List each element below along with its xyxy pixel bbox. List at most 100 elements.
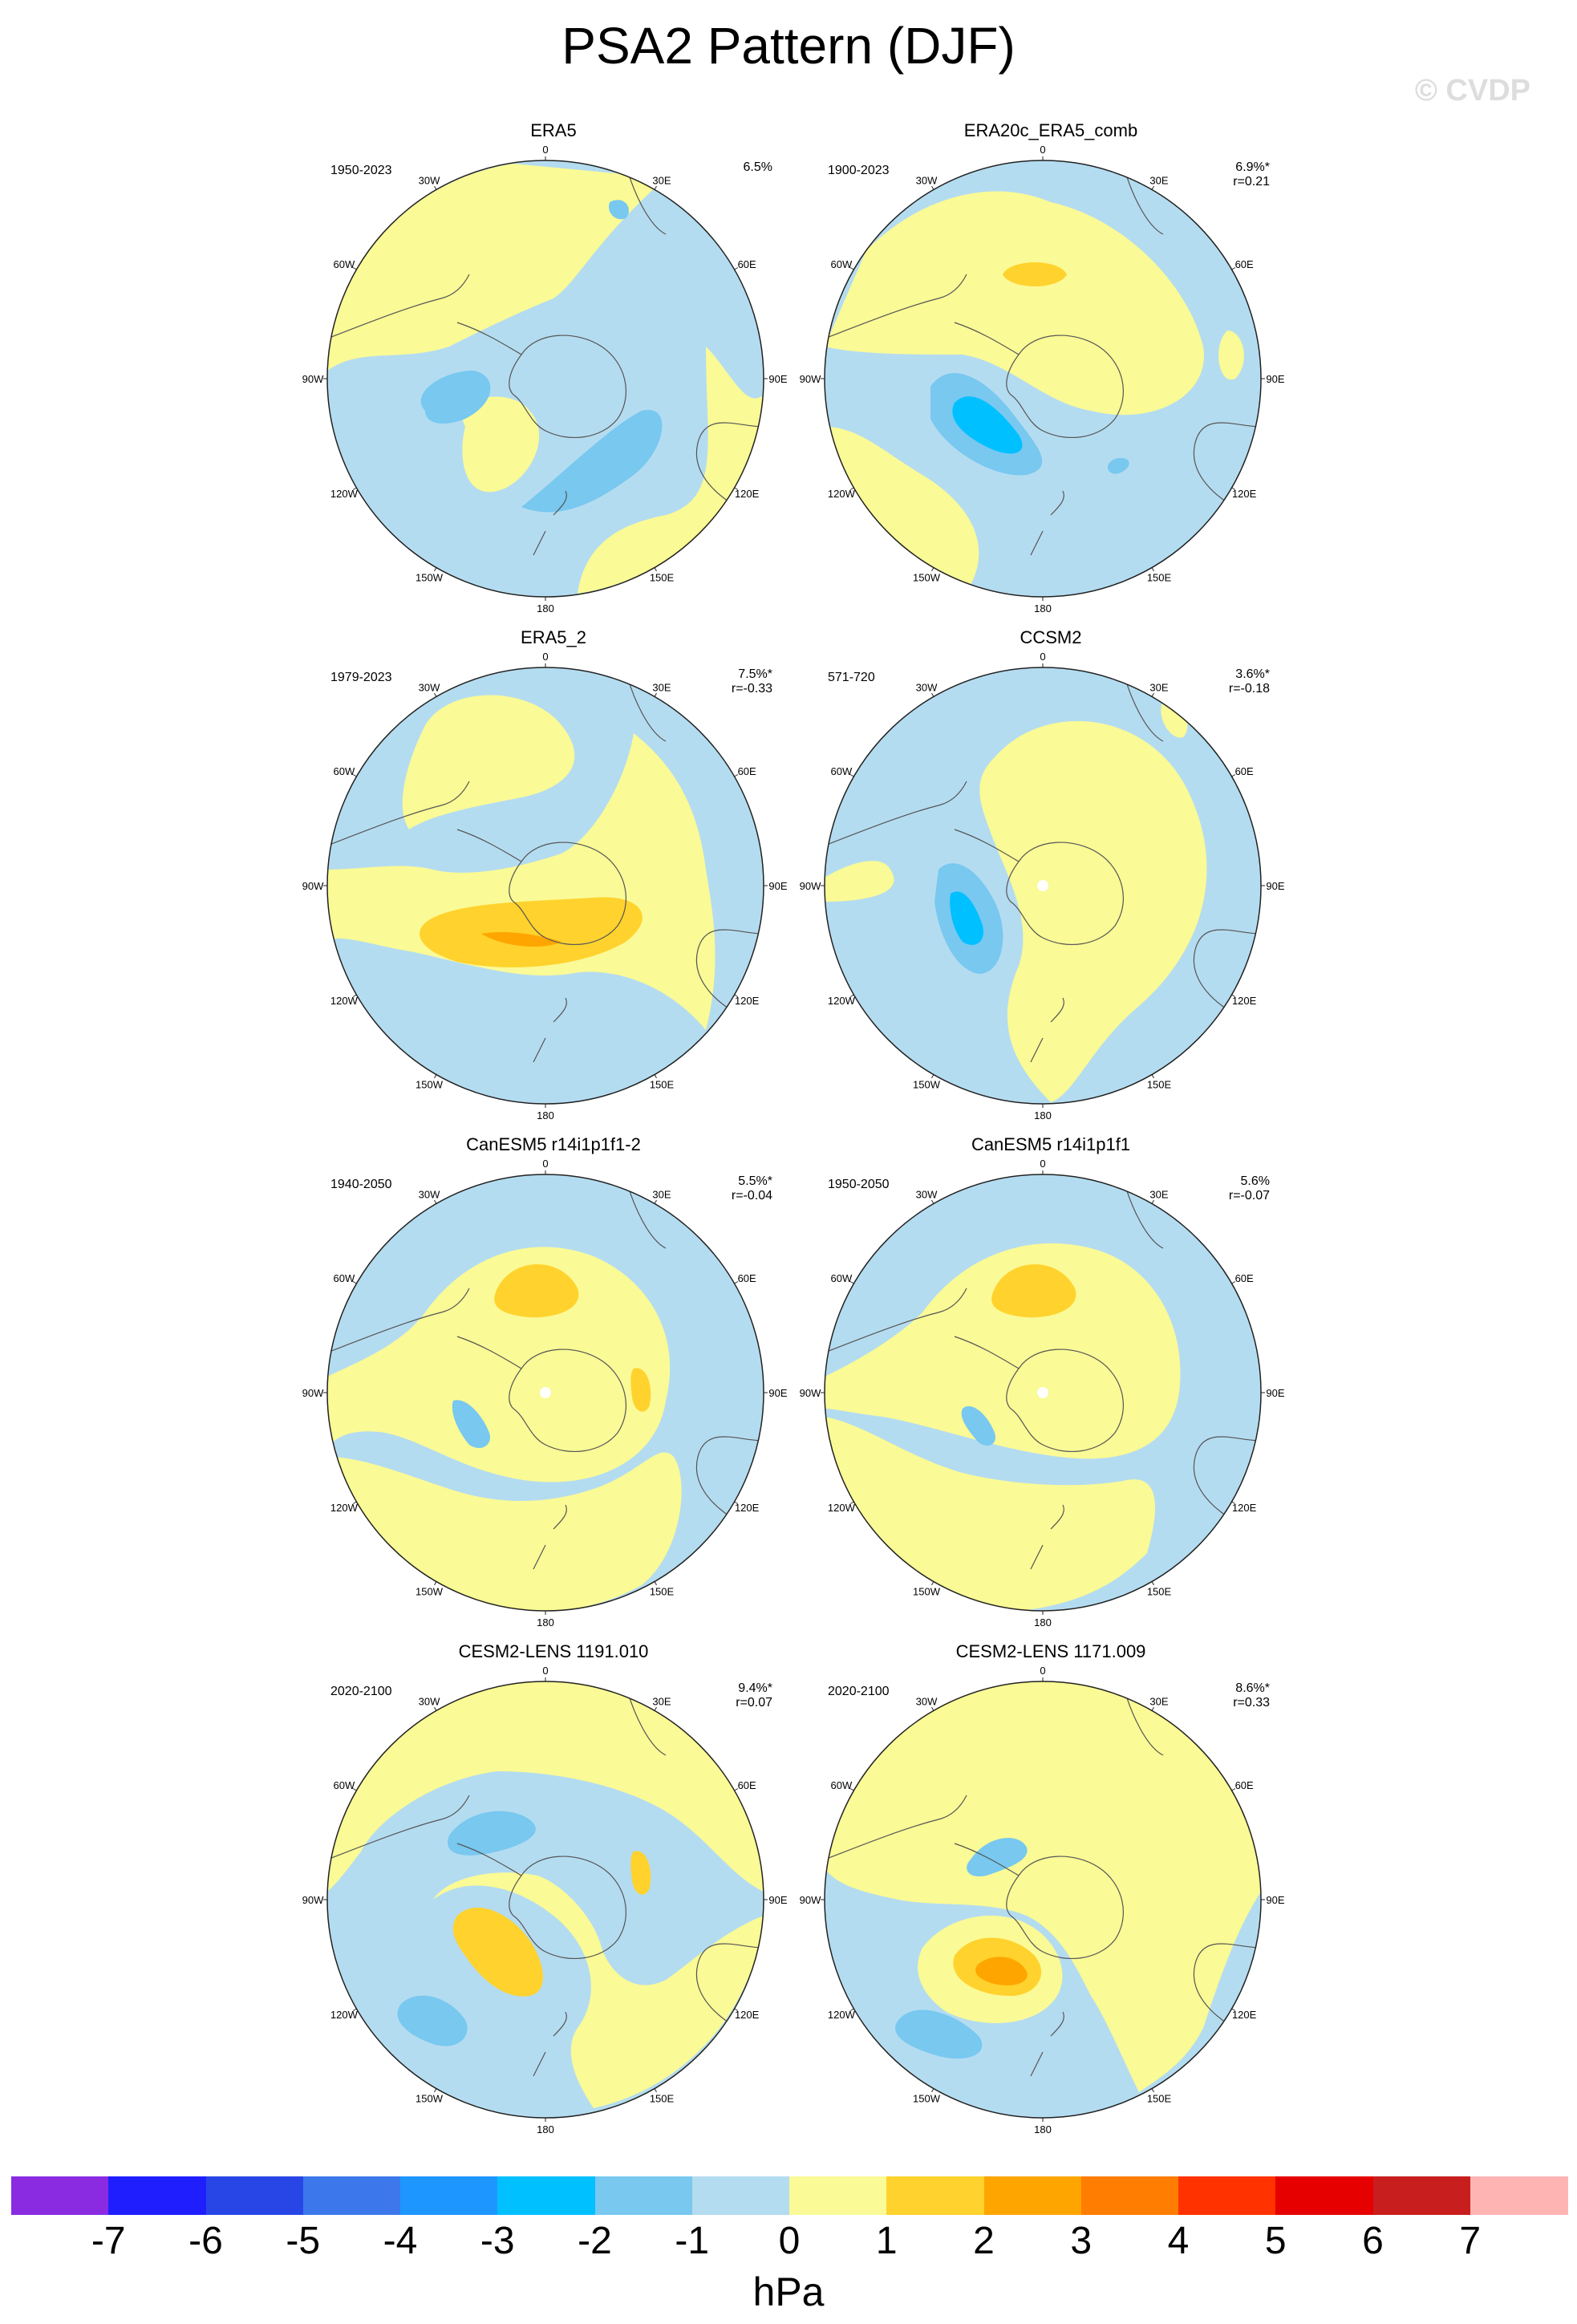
longitude-tick — [1231, 1501, 1236, 1504]
coastline — [1006, 1856, 1124, 1960]
polar-map: 0 30E 60E 90E 120E 150E 180 150W 120W 90W 60W 30W — [302, 144, 788, 614]
coastline — [327, 781, 470, 846]
longitude-tick — [434, 1581, 437, 1586]
anomaly-contour — [327, 1247, 671, 1482]
longitude-tick — [352, 487, 357, 490]
longitude-label: 150W — [416, 1079, 444, 1091]
anomaly-contour — [448, 1811, 536, 1856]
anomaly-contour — [1003, 262, 1067, 286]
longitude-tick — [849, 994, 854, 997]
coastline — [1006, 335, 1124, 439]
coastline — [695, 929, 764, 1015]
longitude-label: 120W — [828, 995, 856, 1007]
colorbar-swatch — [108, 2176, 207, 2215]
longitude-label: 0 — [1040, 1665, 1045, 1677]
longitude-tick — [654, 1581, 657, 1586]
colorbar-swatch — [205, 2176, 304, 2215]
longitude-label: 30E — [652, 681, 671, 693]
longitude-tick — [352, 2008, 357, 2011]
longitude-label: 90E — [768, 1387, 787, 1399]
coastline — [1030, 2011, 1064, 2077]
anomaly-contour — [327, 164, 666, 371]
figure-title: PSA2 Pattern (DJF) — [561, 17, 1016, 75]
anomaly-contour — [825, 1417, 1155, 1610]
anomaly-contour — [950, 891, 983, 945]
longitude-label: 90W — [800, 1894, 821, 1906]
longitude-label: 30W — [916, 1188, 938, 1200]
longitude-tick — [654, 1199, 657, 1204]
coastline — [825, 1288, 967, 1353]
polar-map: 0 30E 60E 90E 120E 150E 180 150W 120W 90W 60W 30W — [302, 651, 788, 1121]
polar-map: 0 30E 60E 90E 120E 150E 180 150W 120W 90W 60W 30W — [800, 1158, 1285, 1628]
panel-correlation: r=-0.33 — [731, 682, 772, 696]
anomaly-contour — [1037, 1387, 1048, 1398]
longitude-label: 150W — [913, 572, 941, 584]
colorbar-swatch — [1080, 2176, 1179, 2215]
longitude-tick — [1231, 487, 1236, 490]
colorbar-swatch — [886, 2176, 985, 2215]
anomaly-contour — [630, 1368, 651, 1412]
longitude-label: 120W — [828, 1502, 856, 1514]
longitude-tick — [434, 2088, 437, 2093]
longitude-tick — [654, 1706, 657, 1711]
anomaly-contour — [402, 695, 575, 829]
longitude-label: 120E — [1232, 488, 1257, 500]
longitude-label: 30E — [652, 1695, 671, 1707]
longitude-tick — [434, 567, 437, 572]
longitude-label: 90E — [1266, 880, 1284, 892]
longitude-label: 60W — [333, 1779, 355, 1791]
longitude-label: 120E — [735, 2009, 760, 2021]
anomaly-contour — [452, 1400, 490, 1449]
polar-map: 0 30E 60E 90E 120E 150E 180 150W 120W 90W 60W 30W — [800, 144, 1285, 614]
longitude-label: 60W — [830, 258, 852, 270]
longitude-label: 0 — [1040, 144, 1045, 156]
anomaly-contour — [825, 1681, 1261, 2092]
anomaly-contour — [1218, 331, 1244, 380]
coastline — [825, 781, 967, 846]
anomaly-contour — [420, 897, 643, 967]
longitude-tick — [734, 2008, 739, 2011]
coastline — [954, 829, 1020, 862]
anomaly-contour — [1037, 880, 1048, 891]
panel-years: 2020-2100 — [330, 1685, 392, 1698]
polar-map: 0 30E 60E 90E 120E 150E 180 150W 120W 90W 60W 30W — [302, 1158, 788, 1628]
panel-years: 1950-2050 — [828, 1178, 890, 1191]
longitude-label: 90W — [302, 880, 324, 892]
longitude-label: 120E — [735, 995, 760, 1007]
coastline — [456, 829, 522, 862]
longitude-label: 180 — [1034, 1616, 1052, 1628]
longitude-tick — [734, 994, 739, 997]
colorbar-swatch — [691, 2176, 790, 2215]
longitude-tick — [1231, 1788, 1236, 1791]
coastline — [954, 322, 1020, 355]
coastline — [1193, 422, 1261, 508]
anomaly-contour — [433, 1872, 764, 2108]
longitude-label: 0 — [542, 144, 548, 156]
longitude-label: 30E — [652, 1188, 671, 1200]
panel-title: ERA5_2 — [521, 627, 586, 647]
longitude-tick — [931, 2088, 934, 2093]
colorbar-swatch — [1178, 2176, 1277, 2215]
longitude-label: 60E — [738, 1272, 756, 1284]
longitude-label: 0 — [542, 1158, 548, 1170]
longitude-label: 120W — [330, 995, 359, 1007]
longitude-label: 150E — [650, 1079, 675, 1091]
map-panel: CESM2-LENS 1171.009 2020-2100 8.6%* r=0.33 0… — [770, 1641, 1332, 2140]
longitude-tick — [434, 692, 437, 697]
longitude-label: 120W — [828, 488, 856, 500]
longitude-label: 120W — [330, 488, 359, 500]
coastline — [327, 1795, 470, 1860]
longitude-label: 60W — [830, 1779, 852, 1791]
longitude-tick — [1151, 692, 1154, 697]
longitude-label: 30E — [1149, 1188, 1168, 1200]
longitude-label: 30E — [1149, 174, 1168, 186]
longitude-label: 90W — [800, 1387, 821, 1399]
longitude-label: 150E — [650, 1586, 675, 1598]
longitude-tick — [1151, 567, 1154, 572]
coastline — [456, 1843, 522, 1876]
longitude-tick — [734, 1281, 739, 1284]
colorbar-swatch — [1470, 2176, 1568, 2215]
anomaly-contour — [961, 1405, 995, 1446]
panel-years: 1950-2023 — [330, 164, 392, 177]
longitude-tick — [849, 487, 854, 490]
